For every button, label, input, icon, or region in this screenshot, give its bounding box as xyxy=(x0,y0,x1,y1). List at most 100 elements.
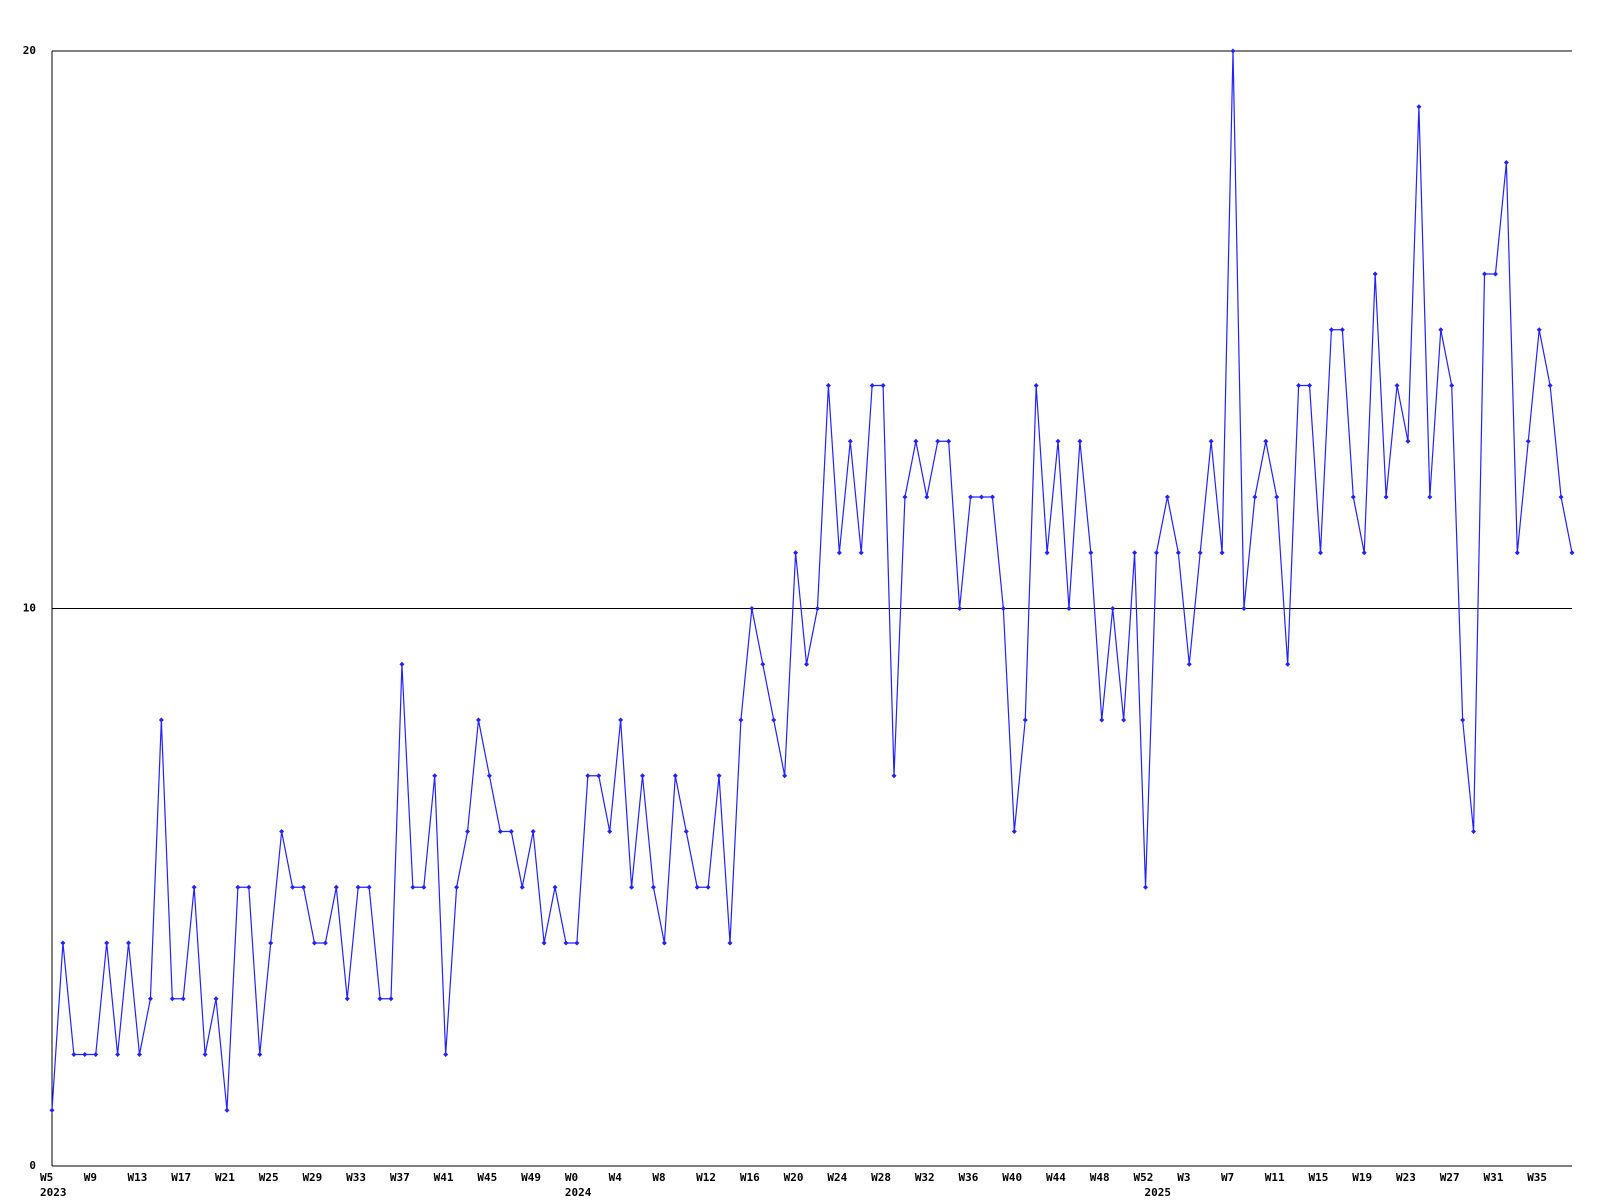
marker xyxy=(1547,383,1553,388)
x-tick-label: W28 xyxy=(871,1171,891,1184)
marker xyxy=(1055,438,1061,444)
marker xyxy=(136,1052,142,1057)
x-tick-label: W48 xyxy=(1090,1171,1110,1184)
x-tick-label: W52 xyxy=(1134,1171,1154,1184)
marker xyxy=(1558,494,1564,500)
marker xyxy=(640,773,646,779)
marker xyxy=(366,884,372,890)
x-tick-label: W5 xyxy=(40,1171,53,1184)
marker xyxy=(126,940,132,946)
x-tick-label: W21 xyxy=(215,1171,235,1184)
marker xyxy=(257,1052,263,1057)
marker xyxy=(1536,327,1542,333)
marker xyxy=(847,438,853,444)
marker xyxy=(82,1052,88,1057)
marker xyxy=(1328,327,1334,333)
x-tick-label: W11 xyxy=(1265,1171,1285,1184)
marker xyxy=(410,884,416,890)
marker xyxy=(1274,494,1280,500)
marker xyxy=(760,661,766,667)
x-tick-label: W31 xyxy=(1483,1171,1503,1184)
marker xyxy=(869,383,875,388)
marker xyxy=(661,940,667,946)
marker xyxy=(180,996,186,1002)
marker xyxy=(989,494,995,500)
marker xyxy=(563,940,569,946)
marker xyxy=(782,773,788,779)
marker xyxy=(1394,383,1400,388)
marker xyxy=(290,884,296,890)
x-tick-label: W35 xyxy=(1527,1171,1547,1184)
marker xyxy=(475,717,481,723)
marker xyxy=(1044,550,1050,556)
marker xyxy=(333,884,339,890)
marker xyxy=(1482,271,1488,277)
x-tick-label: W44 xyxy=(1046,1171,1066,1184)
x-tick-label: W0 xyxy=(565,1171,578,1184)
year-label: 2024 xyxy=(565,1186,592,1199)
x-tick-label: W29 xyxy=(302,1171,322,1184)
marker xyxy=(1350,494,1356,500)
marker xyxy=(311,940,317,946)
marker xyxy=(1077,438,1083,444)
marker xyxy=(235,884,241,890)
marker xyxy=(202,1052,208,1057)
marker xyxy=(454,884,460,890)
x-tick-label: W3 xyxy=(1177,1171,1190,1184)
marker xyxy=(771,717,777,723)
marker xyxy=(935,438,941,444)
marker xyxy=(1361,550,1367,556)
x-tick-label: W20 xyxy=(784,1171,804,1184)
marker xyxy=(957,606,963,611)
x-tick-label: W36 xyxy=(959,1171,979,1184)
marker xyxy=(432,773,438,779)
x-tick-label: W49 xyxy=(521,1171,541,1184)
x-tick-label: W25 xyxy=(259,1171,279,1184)
marker xyxy=(607,829,613,834)
marker xyxy=(913,438,919,444)
marker xyxy=(738,717,744,723)
marker xyxy=(978,494,984,500)
marker xyxy=(1230,48,1236,54)
marker xyxy=(147,996,153,1002)
marker xyxy=(683,829,689,834)
marker xyxy=(1296,383,1302,388)
y-tick-label: 20 xyxy=(23,44,36,57)
x-tick-label: W8 xyxy=(652,1171,665,1184)
marker xyxy=(1339,327,1345,333)
marker xyxy=(465,829,471,834)
y-tick-label: 0 xyxy=(29,1159,36,1172)
x-tick-label: W15 xyxy=(1308,1171,1328,1184)
marker xyxy=(1197,550,1203,556)
marker xyxy=(1427,494,1433,500)
marker xyxy=(1405,438,1411,444)
x-tick-label: W17 xyxy=(171,1171,191,1184)
marker xyxy=(421,884,427,890)
marker xyxy=(388,996,394,1002)
marker xyxy=(399,661,405,667)
marker xyxy=(246,884,252,890)
marker xyxy=(1307,383,1313,388)
marker xyxy=(596,773,602,779)
marker xyxy=(1471,829,1477,834)
marker xyxy=(1317,550,1323,556)
marker xyxy=(1208,438,1214,444)
marker xyxy=(825,383,831,388)
marker xyxy=(694,884,700,890)
marker xyxy=(1143,884,1149,890)
marker xyxy=(60,940,66,946)
marker xyxy=(629,884,635,890)
marker xyxy=(1263,438,1269,444)
x-tick-label: W13 xyxy=(127,1171,147,1184)
marker xyxy=(902,494,908,500)
marker xyxy=(672,773,678,779)
marker xyxy=(93,1052,99,1057)
marker xyxy=(749,606,755,611)
marker xyxy=(1000,606,1006,611)
marker xyxy=(858,550,864,556)
x-tick-label: W9 xyxy=(84,1171,97,1184)
marker xyxy=(705,884,711,890)
marker xyxy=(1514,550,1520,556)
marker xyxy=(1164,494,1170,500)
